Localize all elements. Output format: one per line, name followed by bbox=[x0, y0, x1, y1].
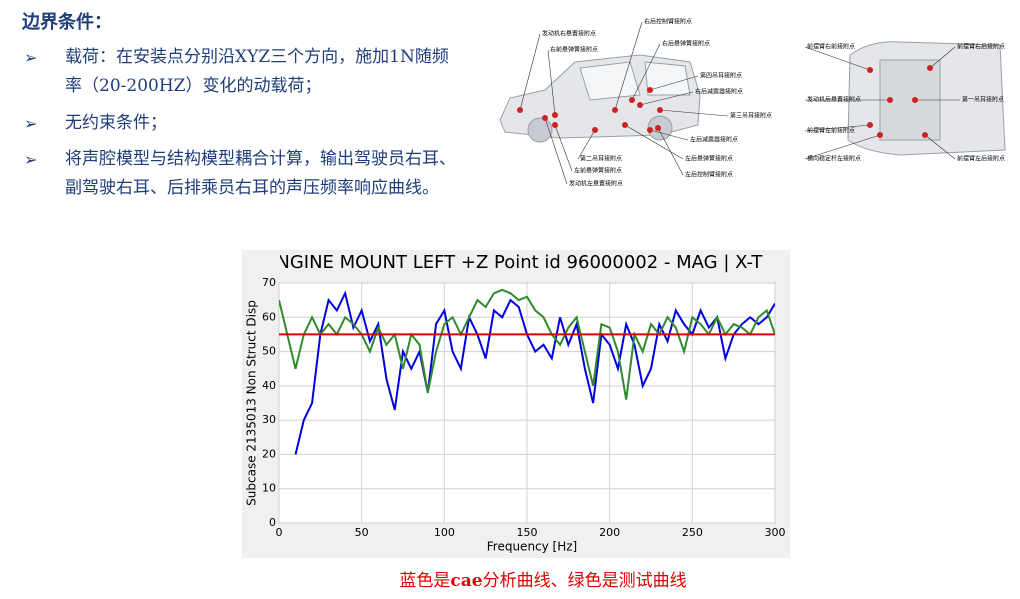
leader-line bbox=[577, 129, 596, 160]
plot-layer bbox=[279, 288, 775, 455]
leader-line bbox=[519, 33, 541, 111]
attach-point bbox=[517, 107, 523, 113]
attach-point bbox=[887, 97, 893, 103]
figure-label: 横向稳定杆左接附点 bbox=[807, 155, 861, 163]
figure-label: 左后减震器接附点 bbox=[690, 136, 738, 144]
x-tick-label: 200 bbox=[599, 526, 620, 539]
figure-label: 发动机右悬置接附点 bbox=[542, 30, 596, 38]
attach-point bbox=[867, 122, 873, 128]
figure-label: 前摆臂左后接附点 bbox=[957, 155, 1005, 163]
y-tick-label: 70 bbox=[262, 276, 276, 289]
attach-point bbox=[552, 122, 558, 128]
y-axis-label: Subcase 2135013 Non Struct Disp bbox=[245, 300, 259, 506]
y-tick-label: 0 bbox=[269, 516, 276, 529]
leader-line bbox=[924, 134, 956, 160]
y-tick-label: 20 bbox=[262, 447, 276, 460]
leader-line bbox=[631, 43, 661, 101]
x-tick-label: 0 bbox=[276, 526, 283, 539]
x-tick-label: 50 bbox=[355, 526, 369, 539]
leader-line bbox=[929, 46, 956, 69]
figure-label: 第一吊耳接附点 bbox=[962, 96, 1004, 104]
figure-label: 前摆臂右后接附点 bbox=[957, 43, 1005, 51]
caption-text: cae bbox=[450, 571, 483, 591]
figure-label: 发动机左悬置接附点 bbox=[569, 180, 623, 188]
bullet-arrow: ➢ bbox=[24, 114, 38, 133]
bullet-arrow: ➢ bbox=[24, 48, 38, 67]
y-tick-label: 40 bbox=[262, 379, 276, 392]
figure-label: 左后悬弹簧接附点 bbox=[685, 155, 733, 163]
x-tick-label: 300 bbox=[765, 526, 786, 539]
leader-line bbox=[659, 109, 729, 117]
leader-line bbox=[547, 49, 556, 116]
figure-label: 第四吊耳接附点 bbox=[700, 72, 742, 80]
figure-label: 发动机后悬置接附点 bbox=[807, 96, 861, 104]
figure-label: 左后控制臂接附点 bbox=[685, 171, 733, 179]
bullet: 将声腔模型与结构模型耦合计算，输出驾驶员右耳、副驾驶右耳、后排乘员右耳的声压频率… bbox=[65, 149, 456, 198]
chart-title: ENGINE MOUNT LEFT +Z Point id 96000002 -… bbox=[265, 252, 763, 273]
leader-line bbox=[639, 91, 694, 106]
attach-point bbox=[592, 127, 598, 133]
series-line bbox=[294, 290, 775, 455]
figure-label: 左前悬弹簧接附点 bbox=[574, 167, 622, 175]
leader-line bbox=[624, 124, 684, 160]
attach-point bbox=[927, 65, 933, 71]
attach-point bbox=[657, 107, 663, 113]
figure-label: 前摆臂右前接附点 bbox=[807, 43, 855, 51]
leader-line bbox=[804, 46, 871, 71]
attach-point bbox=[655, 125, 661, 131]
attach-point bbox=[637, 102, 643, 108]
attach-point bbox=[612, 107, 618, 113]
y-tick-label: 50 bbox=[262, 345, 276, 358]
bullet: 无约束条件； bbox=[65, 113, 167, 133]
attach-point bbox=[622, 122, 628, 128]
leader-line bbox=[554, 124, 573, 172]
heading: 边界条件： bbox=[22, 12, 112, 33]
leader-line bbox=[804, 124, 871, 132]
attach-point bbox=[647, 127, 653, 133]
car-top-view bbox=[847, 41, 1006, 156]
attach-point bbox=[922, 132, 928, 138]
leader-line bbox=[657, 127, 684, 176]
figure-label: 前摆臂左前接附点 bbox=[807, 127, 855, 135]
x-tick-label: 100 bbox=[434, 526, 455, 539]
figure-label: 第三吊耳接附点 bbox=[730, 112, 772, 120]
figure-label: 右前悬弹簧接附点 bbox=[550, 46, 598, 54]
attach-point bbox=[877, 132, 883, 138]
chart: ENGINE MOUNT LEFT +Z Point id 96000002 -… bbox=[242, 250, 790, 558]
bullet-arrow: ➢ bbox=[24, 150, 38, 169]
x-tick-label: 150 bbox=[517, 526, 538, 539]
leader-line bbox=[649, 75, 699, 91]
leader-line bbox=[614, 21, 643, 111]
caption-text: 蓝色是 bbox=[399, 571, 451, 591]
car-side-view bbox=[499, 54, 701, 143]
leader-line bbox=[804, 134, 881, 160]
x-axis-label: Frequency [Hz] bbox=[487, 540, 578, 554]
bullet: 载荷：在安装点分别沿XYZ三个方向，施加1N随频率（20-200HZ）变化的动载… bbox=[65, 47, 449, 96]
figure-label: 右后悬弹簧接附点 bbox=[662, 40, 710, 48]
caption: 蓝色是cae分析曲线、绿色是测试曲线 bbox=[0, 566, 1020, 591]
leader-line bbox=[649, 129, 689, 141]
attach-point bbox=[867, 67, 873, 73]
y-tick-label: 60 bbox=[262, 310, 276, 323]
attach-point bbox=[552, 112, 558, 118]
attach-point bbox=[629, 97, 635, 103]
y-tick-label: 30 bbox=[262, 413, 276, 426]
figure-label: 第二吊耳接附点 bbox=[580, 155, 622, 163]
attach-point bbox=[912, 97, 918, 103]
y-tick-label: 10 bbox=[262, 482, 276, 495]
leader-line bbox=[544, 117, 568, 185]
x-tick-label: 250 bbox=[682, 526, 703, 539]
figure-label: 右后减震器接附点 bbox=[695, 88, 743, 96]
attach-point bbox=[542, 115, 548, 121]
attach-point bbox=[647, 87, 653, 93]
figure-label: 右后控制臂接附点 bbox=[644, 18, 692, 26]
caption-text: 分析曲线、绿色是测试曲线 bbox=[482, 571, 687, 591]
